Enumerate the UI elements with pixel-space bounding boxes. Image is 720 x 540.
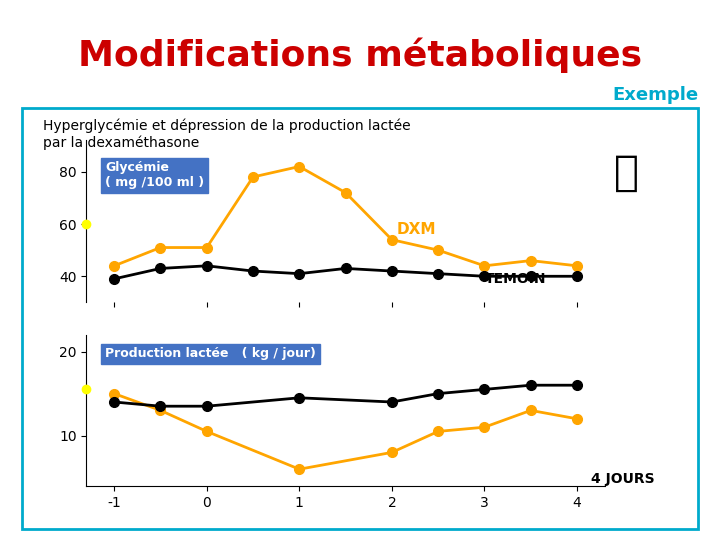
Text: 4 JOURS: 4 JOURS [591,472,654,486]
Text: 🐄: 🐄 [614,152,639,194]
Text: TEMOIN: TEMOIN [485,272,546,286]
Text: Modifications métaboliques: Modifications métaboliques [78,38,642,73]
Text: Exemple: Exemple [612,86,698,104]
Text: Glycémie
( mg /100 ml ): Glycémie ( mg /100 ml ) [105,161,204,190]
Text: DXM: DXM [397,222,436,238]
Text: Production lactée   ( kg / jour): Production lactée ( kg / jour) [105,347,316,360]
Text: Hyperglycémie et dépression de la production lactée
par la dexaméthasone: Hyperglycémie et dépression de la produc… [43,119,411,150]
